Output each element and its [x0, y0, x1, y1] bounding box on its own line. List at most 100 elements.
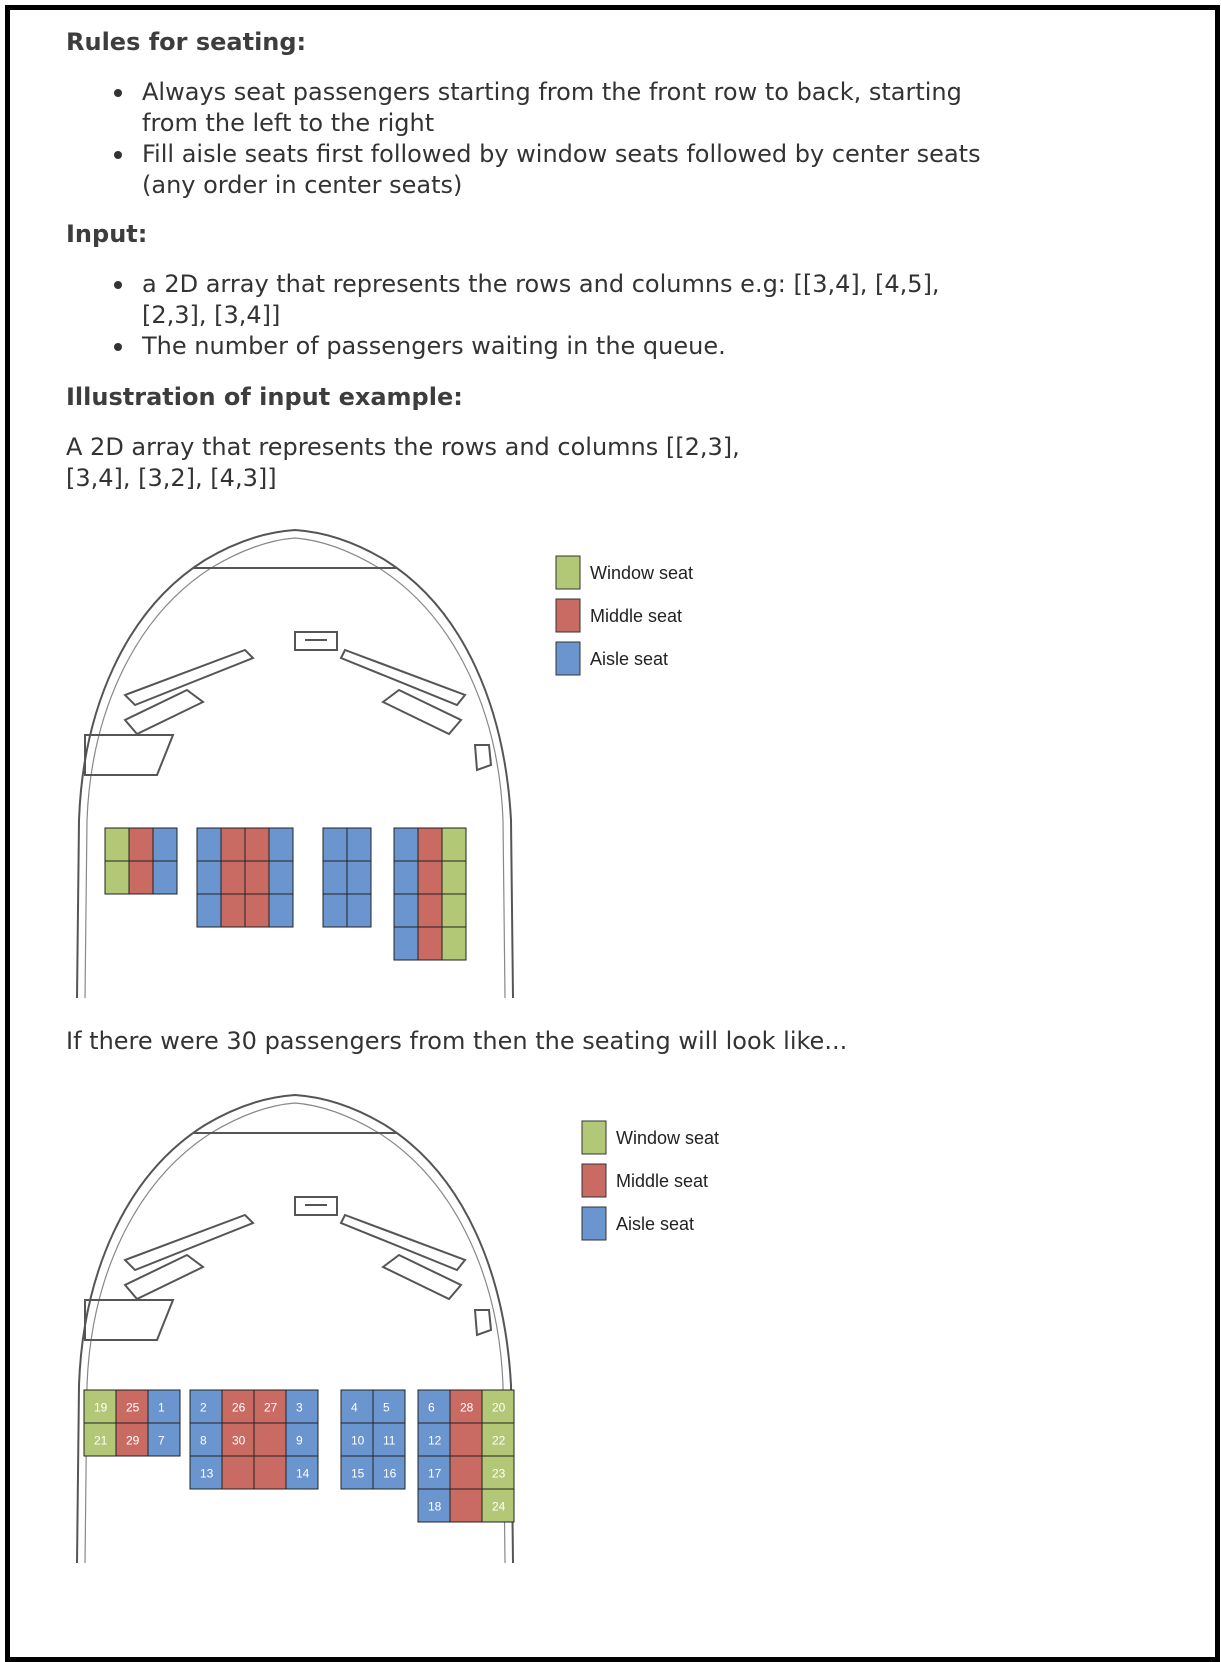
- seat-number: 22: [492, 1434, 506, 1448]
- fuselage-outline: [76, 1093, 514, 1564]
- seat-number: 19: [94, 1401, 108, 1415]
- seat-aisle: [196, 893, 222, 928]
- seat-aisle: [322, 827, 348, 862]
- seat-aisle: [340, 1389, 374, 1424]
- seat-middle: [449, 1488, 483, 1523]
- fuselage-hull: [76, 528, 514, 999]
- seat-number: 23: [492, 1467, 506, 1481]
- seat-middle: [244, 860, 270, 895]
- seat-aisle: [372, 1422, 406, 1457]
- seat-window: [441, 893, 467, 928]
- seat-number: 17: [428, 1467, 442, 1481]
- seat-aisle: [268, 893, 294, 928]
- legend-swatch-middle: [581, 1163, 607, 1198]
- legend-swatch-window: [581, 1120, 607, 1155]
- seat-number: 21: [94, 1434, 108, 1448]
- seat-aisle: [417, 1488, 451, 1523]
- seat-window: [83, 1422, 117, 1457]
- seat-middle: [115, 1422, 149, 1457]
- seat-aisle: [393, 827, 419, 862]
- rule-item-2: Fill aisle seats first followed by windo…: [108, 139, 988, 201]
- seat-window: [481, 1389, 515, 1424]
- seat-number: 10: [351, 1434, 365, 1448]
- seat-middle: [417, 926, 443, 961]
- legend-swatch-middle: [555, 598, 581, 633]
- seat-number: 5: [383, 1401, 390, 1415]
- seat-number: 11: [383, 1434, 396, 1448]
- seat-window: [481, 1488, 515, 1523]
- seat-aisle: [340, 1422, 374, 1457]
- seat-number: 8: [200, 1434, 207, 1448]
- door-right: [473, 744, 493, 772]
- seat-number: 14: [296, 1467, 310, 1481]
- fuselage-inner: [84, 537, 506, 999]
- seat-middle: [220, 893, 246, 928]
- seat-window: [104, 827, 130, 862]
- seat-middle: [449, 1455, 483, 1490]
- galley-left: [84, 1299, 175, 1341]
- input-item-2: The number of passengers waiting in the …: [108, 331, 988, 362]
- seat-window: [441, 860, 467, 895]
- seat-middle: [417, 893, 443, 928]
- seat-aisle: [393, 860, 419, 895]
- seat-middle: [221, 1422, 255, 1457]
- legend-swatch-aisle: [581, 1206, 607, 1241]
- seat-window: [441, 926, 467, 961]
- seat-middle: [221, 1455, 255, 1490]
- seat-number: 27: [264, 1401, 278, 1415]
- seat-number: 29: [126, 1434, 140, 1448]
- input-heading: Input:: [66, 220, 148, 248]
- seat-aisle: [152, 827, 178, 862]
- door-right: [473, 1309, 493, 1337]
- rules-list: Always seat passengers starting from the…: [108, 77, 988, 201]
- seat-aisle: [417, 1422, 451, 1457]
- seat-aisle: [346, 827, 372, 862]
- seat-number: 16: [383, 1467, 397, 1481]
- result-caption: If there were 30 passengers from then th…: [66, 1027, 848, 1055]
- seat-number: 1: [158, 1401, 165, 1415]
- cockpit-seats: [123, 1253, 463, 1301]
- seat-number: 20: [492, 1401, 506, 1415]
- seat-window: [104, 860, 130, 895]
- seat-middle: [417, 860, 443, 895]
- rule-item-1: Always seat passengers starting from the…: [108, 77, 988, 139]
- seat-aisle: [393, 926, 419, 961]
- input-item-1: a 2D array that represents the rows and …: [108, 269, 988, 331]
- seat-aisle: [372, 1455, 406, 1490]
- legend-label-aisle: Aisle seat: [590, 649, 668, 669]
- legend-label-middle: Middle seat: [590, 606, 682, 626]
- legend-label-middle: Middle seat: [616, 1171, 708, 1191]
- seat-aisle: [196, 860, 222, 895]
- seat-number: 12: [428, 1434, 442, 1448]
- seat-aisle: [393, 893, 419, 928]
- seat-aisle: [346, 893, 372, 928]
- seat-aisle: [322, 893, 348, 928]
- cockpit-console: [123, 1196, 467, 1272]
- fuselage-hull: [76, 1093, 514, 1564]
- cockpit-console: [123, 631, 467, 707]
- legend-label-window: Window seat: [616, 1128, 719, 1148]
- seat-aisle: [147, 1422, 181, 1457]
- seat-middle: [417, 827, 443, 862]
- seat-aisle: [417, 1455, 451, 1490]
- seat-aisle: [285, 1455, 319, 1490]
- seat-aisle: [268, 860, 294, 895]
- seat-number: 30: [232, 1434, 246, 1448]
- seat-middle: [253, 1389, 287, 1424]
- fuselage-inner: [84, 1102, 506, 1564]
- seat-aisle: [196, 827, 222, 862]
- seating-diagram-empty: Window seat Middle seat Aisle seat: [76, 528, 693, 999]
- seat-aisle: [340, 1455, 374, 1490]
- fuselage-outline: [76, 528, 514, 999]
- seat-number: 15: [351, 1467, 365, 1481]
- galley-left: [84, 734, 175, 776]
- seat-number: 2: [200, 1401, 207, 1415]
- page-content: Rules for seating: Always seat passenger…: [10, 10, 1215, 1657]
- legend-swatch-aisle: [555, 641, 581, 676]
- seat-number: 13: [200, 1467, 214, 1481]
- illustration-heading: Illustration of input example:: [66, 383, 463, 411]
- seat-middle: [449, 1389, 483, 1424]
- seat-number: 4: [351, 1401, 358, 1415]
- seat-middle: [244, 827, 270, 862]
- rules-heading: Rules for seating:: [66, 28, 307, 56]
